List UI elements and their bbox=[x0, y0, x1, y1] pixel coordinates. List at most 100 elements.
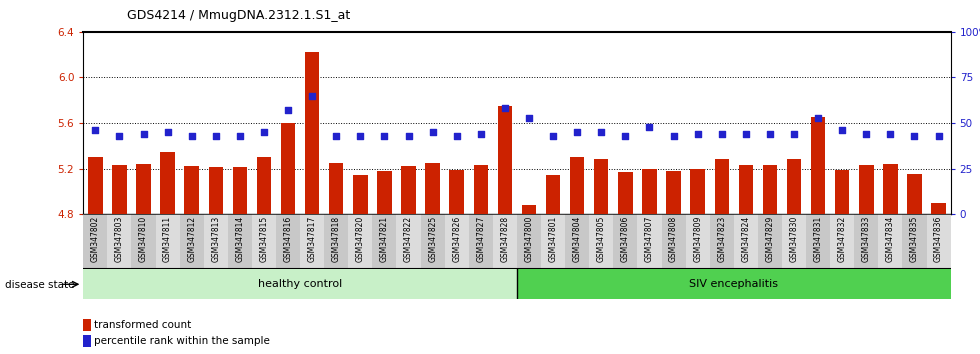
Text: GSM347831: GSM347831 bbox=[813, 216, 822, 262]
Point bbox=[328, 133, 344, 139]
Bar bbox=[758, 214, 782, 269]
Bar bbox=[642, 169, 657, 214]
Text: GSM347836: GSM347836 bbox=[934, 216, 943, 262]
Bar bbox=[257, 157, 271, 214]
Text: GSM347811: GSM347811 bbox=[163, 216, 172, 262]
Bar bbox=[353, 176, 368, 214]
Point bbox=[184, 133, 200, 139]
Bar bbox=[348, 214, 372, 269]
Text: GSM347808: GSM347808 bbox=[669, 216, 678, 262]
Bar bbox=[782, 214, 807, 269]
Bar bbox=[397, 214, 420, 269]
Bar bbox=[546, 176, 561, 214]
Text: GDS4214 / MmugDNA.2312.1.S1_at: GDS4214 / MmugDNA.2312.1.S1_at bbox=[127, 9, 351, 22]
Text: healthy control: healthy control bbox=[258, 279, 342, 289]
Point bbox=[642, 124, 658, 130]
Bar bbox=[710, 214, 734, 269]
Bar bbox=[252, 214, 276, 269]
Point bbox=[762, 131, 778, 137]
Bar bbox=[300, 214, 324, 269]
Point bbox=[256, 129, 271, 135]
Text: GSM347806: GSM347806 bbox=[621, 216, 630, 262]
Bar bbox=[156, 214, 179, 269]
Point bbox=[473, 131, 489, 137]
Text: GSM347835: GSM347835 bbox=[910, 216, 919, 262]
Bar bbox=[521, 205, 536, 214]
Point bbox=[786, 131, 802, 137]
Bar bbox=[209, 167, 223, 214]
Text: GSM347818: GSM347818 bbox=[332, 216, 341, 262]
Point bbox=[521, 115, 537, 120]
Bar bbox=[662, 214, 686, 269]
Bar bbox=[517, 214, 541, 269]
Point bbox=[569, 129, 585, 135]
Bar bbox=[787, 159, 802, 214]
Point bbox=[135, 131, 151, 137]
Point bbox=[353, 133, 368, 139]
Bar bbox=[83, 214, 108, 269]
Text: GSM347826: GSM347826 bbox=[452, 216, 462, 262]
Point bbox=[449, 133, 465, 139]
Point bbox=[883, 131, 899, 137]
Point bbox=[112, 133, 127, 139]
Point bbox=[594, 129, 610, 135]
Bar bbox=[859, 165, 873, 214]
Bar bbox=[468, 214, 493, 269]
Text: GSM347828: GSM347828 bbox=[501, 216, 510, 262]
Text: GSM347803: GSM347803 bbox=[115, 216, 123, 262]
Point bbox=[738, 131, 754, 137]
Bar bbox=[666, 171, 681, 214]
Bar bbox=[204, 214, 227, 269]
Bar bbox=[372, 214, 397, 269]
Bar bbox=[835, 170, 850, 214]
Bar bbox=[83, 335, 90, 347]
Point bbox=[906, 133, 922, 139]
Text: transformed count: transformed count bbox=[94, 320, 191, 330]
Bar bbox=[589, 214, 613, 269]
Point bbox=[690, 131, 706, 137]
Text: GSM347800: GSM347800 bbox=[524, 216, 533, 262]
Point bbox=[931, 133, 947, 139]
Bar bbox=[425, 163, 440, 214]
Text: GSM347814: GSM347814 bbox=[235, 216, 244, 262]
Bar bbox=[926, 214, 951, 269]
Bar bbox=[227, 214, 252, 269]
Text: GSM347805: GSM347805 bbox=[597, 216, 606, 262]
Bar bbox=[618, 172, 633, 214]
Bar bbox=[883, 164, 898, 214]
Bar bbox=[686, 214, 710, 269]
Bar bbox=[541, 214, 565, 269]
Bar bbox=[232, 167, 247, 214]
Text: GSM347821: GSM347821 bbox=[380, 216, 389, 262]
Bar bbox=[402, 166, 416, 214]
Bar bbox=[420, 214, 445, 269]
Bar bbox=[445, 214, 468, 269]
Bar bbox=[276, 214, 300, 269]
Bar bbox=[329, 163, 343, 214]
Bar bbox=[594, 159, 609, 214]
Bar bbox=[565, 214, 589, 269]
Bar bbox=[377, 171, 392, 214]
Point bbox=[545, 133, 561, 139]
Bar bbox=[305, 52, 319, 214]
Bar bbox=[637, 214, 662, 269]
Bar bbox=[179, 214, 204, 269]
Bar bbox=[570, 157, 584, 214]
Point bbox=[87, 127, 103, 133]
Text: GSM347832: GSM347832 bbox=[838, 216, 847, 262]
Bar bbox=[878, 214, 903, 269]
Bar bbox=[108, 214, 131, 269]
Bar bbox=[855, 214, 878, 269]
Text: GSM347834: GSM347834 bbox=[886, 216, 895, 262]
Bar bbox=[450, 170, 464, 214]
Point bbox=[424, 129, 440, 135]
Text: GSM347815: GSM347815 bbox=[260, 216, 269, 262]
Bar bbox=[184, 166, 199, 214]
Text: GSM347807: GSM347807 bbox=[645, 216, 654, 262]
Text: GSM347827: GSM347827 bbox=[476, 216, 485, 262]
Point bbox=[810, 115, 826, 120]
Bar bbox=[903, 214, 926, 269]
Point bbox=[232, 133, 248, 139]
Point bbox=[160, 129, 175, 135]
Bar bbox=[136, 164, 151, 214]
